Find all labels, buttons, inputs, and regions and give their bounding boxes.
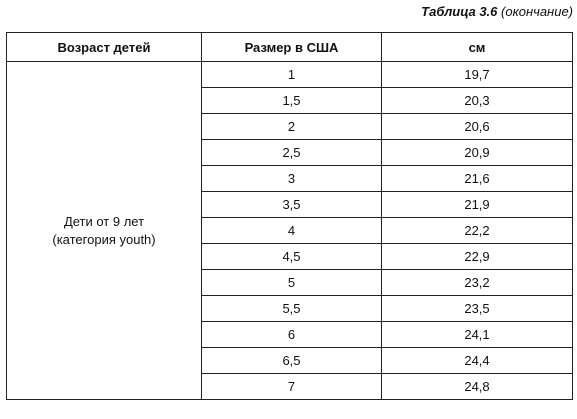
caption-note: (окончание) bbox=[501, 4, 573, 19]
header-row: Возраст детей Размер в США см bbox=[6, 32, 573, 62]
cm-cell: 21,6 bbox=[381, 165, 573, 192]
us-size-cell: 3 bbox=[201, 165, 382, 192]
table-row: 7 24,8 bbox=[7, 373, 573, 400]
us-size-cell: 1,5 bbox=[201, 87, 382, 114]
cm-cell: 24,8 bbox=[381, 373, 573, 400]
table-row: 3,5 21,9 bbox=[7, 191, 573, 218]
cm-cell: 19,7 bbox=[381, 61, 573, 88]
table-row: 6,5 24,4 bbox=[7, 347, 573, 374]
header-cm: см bbox=[381, 32, 573, 62]
age-group-line-2: (категория youth) bbox=[52, 231, 156, 247]
us-size-cell: 4 bbox=[201, 217, 382, 244]
table-row: 6 24,1 bbox=[7, 321, 573, 348]
us-size-cell: 1 bbox=[201, 61, 382, 88]
table-row: 4,5 22,9 bbox=[7, 243, 573, 270]
us-size-cell: 6,5 bbox=[201, 347, 382, 374]
header-age: Возраст детей bbox=[6, 32, 202, 62]
us-size-cell: 5 bbox=[201, 269, 382, 296]
age-group-cell: Дети от 9 лет (категория youth) bbox=[6, 61, 202, 400]
table-row: Дети от 9 лет (категория youth) 1 19,7 bbox=[6, 61, 573, 400]
us-size-cell: 2,5 bbox=[201, 139, 382, 166]
table-row: 2,5 20,9 bbox=[7, 139, 573, 166]
size-table: Возраст детей Размер в США см Дети от 9 … bbox=[6, 32, 573, 400]
table-row: 5 23,2 bbox=[7, 269, 573, 296]
us-size-cell: 4,5 bbox=[201, 243, 382, 270]
us-size-cell: 6 bbox=[201, 321, 382, 348]
caption-title: Таблица 3.6 bbox=[421, 4, 498, 19]
cm-cell: 22,9 bbox=[381, 243, 573, 270]
cm-cell: 24,4 bbox=[381, 347, 573, 374]
us-size-cell: 2 bbox=[201, 113, 382, 140]
us-size-cell: 3,5 bbox=[201, 191, 382, 218]
table-caption: Таблица 3.6 (окончание) bbox=[421, 4, 573, 19]
cm-cell: 23,5 bbox=[381, 295, 573, 322]
cm-cell: 20,9 bbox=[381, 139, 573, 166]
age-group-line-1: Дети от 9 лет bbox=[63, 213, 145, 229]
table-row: 4 22,2 bbox=[7, 217, 573, 244]
cm-cell: 21,9 bbox=[381, 191, 573, 218]
us-size-cell: 7 bbox=[201, 373, 382, 400]
us-size-cell: 5,5 bbox=[201, 295, 382, 322]
cm-cell: 23,2 bbox=[381, 269, 573, 296]
table-row: 3 21,6 bbox=[7, 165, 573, 192]
table-row: 5,5 23,5 bbox=[7, 295, 573, 322]
table-body: Дети от 9 лет (категория youth) 1 19,7 1… bbox=[6, 61, 573, 400]
cm-cell: 22,2 bbox=[381, 217, 573, 244]
cm-cell: 20,3 bbox=[381, 87, 573, 114]
header-us-size: Размер в США bbox=[201, 32, 382, 62]
table-row: 1,5 20,3 bbox=[7, 87, 573, 114]
cm-cell: 24,1 bbox=[381, 321, 573, 348]
cm-cell: 20,6 bbox=[381, 113, 573, 140]
